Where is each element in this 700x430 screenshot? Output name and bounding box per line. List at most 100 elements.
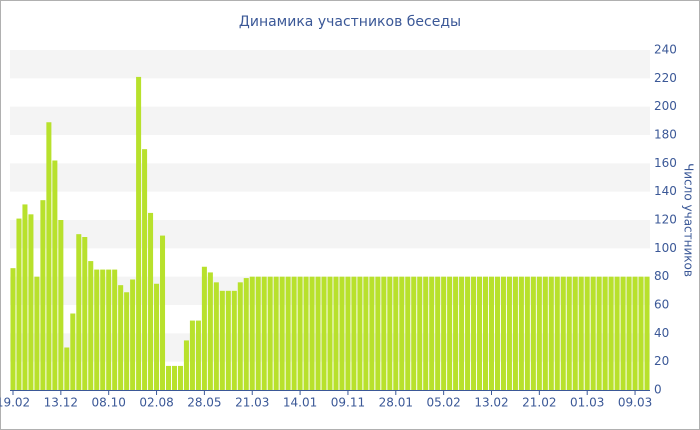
bar xyxy=(572,276,578,390)
y-tick-label: 120 xyxy=(654,213,677,227)
bar xyxy=(267,276,273,390)
bar xyxy=(644,276,650,390)
bar xyxy=(369,276,375,390)
bar xyxy=(584,276,590,390)
x-tick-label: 19.02 xyxy=(0,396,30,410)
y-tick-label: 160 xyxy=(654,156,677,170)
bar xyxy=(626,276,632,390)
bar xyxy=(453,276,459,390)
bar xyxy=(411,276,417,390)
x-tick-label: 01.03 xyxy=(570,396,604,410)
bar xyxy=(279,276,285,390)
x-tick-label: 13.02 xyxy=(474,396,508,410)
bar xyxy=(231,290,237,390)
bar xyxy=(566,276,572,390)
bar xyxy=(578,276,584,390)
grid-band xyxy=(10,220,650,249)
bar xyxy=(375,276,381,390)
bar xyxy=(46,122,52,390)
bar xyxy=(160,235,166,390)
bar xyxy=(315,276,321,390)
bar xyxy=(465,276,471,390)
bar xyxy=(285,276,291,390)
bar xyxy=(518,276,524,390)
bar xyxy=(477,276,483,390)
bar xyxy=(130,279,136,390)
bar xyxy=(500,276,506,390)
bar xyxy=(596,276,602,390)
bar xyxy=(345,276,351,390)
x-tick-label: 28.01 xyxy=(379,396,413,410)
bar xyxy=(148,212,154,390)
bar xyxy=(207,272,213,390)
bar xyxy=(154,283,160,390)
bar xyxy=(471,276,477,390)
bar xyxy=(225,290,231,390)
bar xyxy=(22,204,28,390)
x-tick-label: 28.05 xyxy=(187,396,221,410)
grid-band xyxy=(10,50,650,79)
bar xyxy=(560,276,566,390)
bar xyxy=(82,237,88,390)
bar xyxy=(64,347,70,390)
x-tick-label: 05.02 xyxy=(426,396,460,410)
bar xyxy=(530,276,536,390)
bar xyxy=(524,276,530,390)
bar xyxy=(429,276,435,390)
bar xyxy=(423,276,429,390)
x-tick-label: 09.11 xyxy=(331,396,365,410)
bar xyxy=(447,276,453,390)
y-tick-label: 200 xyxy=(654,99,677,113)
bar xyxy=(243,278,249,390)
bar xyxy=(52,160,58,390)
bar xyxy=(76,234,82,390)
bar xyxy=(494,276,500,390)
bar xyxy=(554,276,560,390)
bar xyxy=(70,313,76,390)
x-tick-label: 09.03 xyxy=(618,396,652,410)
bar xyxy=(303,276,309,390)
bar xyxy=(536,276,542,390)
bar xyxy=(219,290,225,390)
bar xyxy=(106,269,112,390)
y-tick-label: 140 xyxy=(654,184,677,198)
bar xyxy=(435,276,441,390)
chart-title: Динамика участников беседы xyxy=(239,14,461,30)
bar xyxy=(94,269,100,390)
bar xyxy=(459,276,465,390)
bar xyxy=(195,320,201,390)
x-tick-label: 14.01 xyxy=(283,396,317,410)
bar xyxy=(638,276,644,390)
x-tick-label: 21.03 xyxy=(235,396,269,410)
bar xyxy=(309,276,315,390)
bar xyxy=(405,276,411,390)
bar xyxy=(201,266,207,390)
bar xyxy=(291,276,297,390)
bar xyxy=(506,276,512,390)
y-axis-label: Число участников xyxy=(682,163,696,277)
bar xyxy=(512,276,518,390)
x-tick-label: 08.10 xyxy=(92,396,126,410)
x-tick-label: 21.02 xyxy=(522,396,556,410)
bar xyxy=(237,282,243,390)
bar xyxy=(321,276,327,390)
bar xyxy=(399,276,405,390)
bar xyxy=(100,269,106,390)
x-tick-label: 02.08 xyxy=(139,396,173,410)
bar xyxy=(58,220,64,390)
bar xyxy=(632,276,638,390)
bar xyxy=(142,149,148,390)
bar xyxy=(171,365,177,390)
bar xyxy=(357,276,363,390)
bar xyxy=(483,276,489,390)
bar xyxy=(381,276,387,390)
bar xyxy=(327,276,333,390)
x-tick-label: 13.12 xyxy=(44,396,78,410)
bar xyxy=(165,365,172,390)
bar xyxy=(189,320,195,390)
bar xyxy=(213,282,219,390)
y-tick-label: 180 xyxy=(654,128,677,142)
grid-band xyxy=(10,106,650,135)
bar xyxy=(40,200,46,390)
